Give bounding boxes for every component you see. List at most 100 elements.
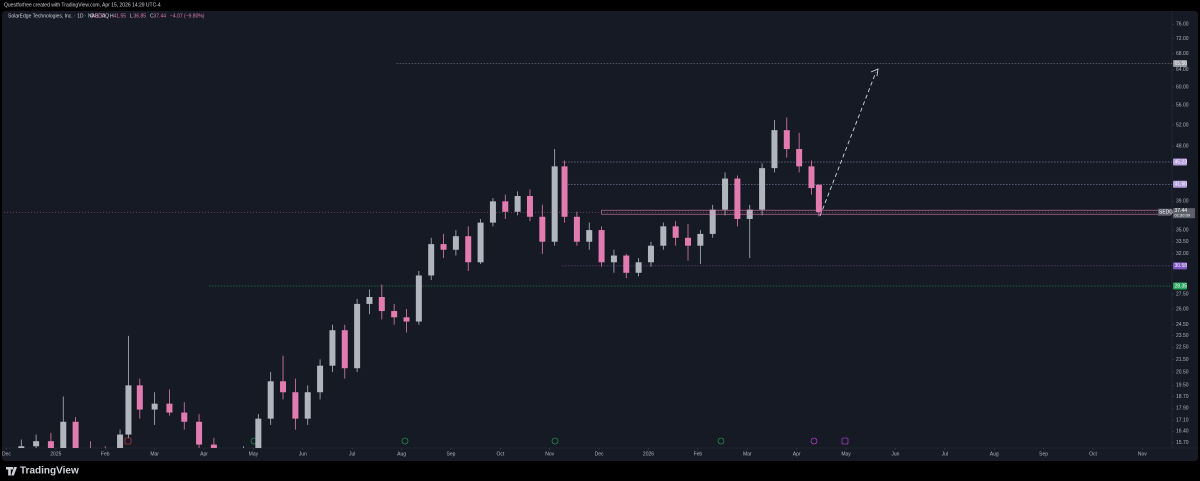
- countdown: 01:30:09: [1175, 212, 1191, 217]
- legend-letter: H: [110, 13, 114, 19]
- candle-body: [391, 311, 398, 318]
- x-tick-label: Dec: [595, 451, 604, 457]
- legend-value: 41.55: [114, 13, 127, 19]
- candle-body: [117, 434, 124, 448]
- y-tick-label: 17.90: [1176, 405, 1189, 411]
- y-tick-label: 23.50: [1176, 333, 1189, 339]
- y-tick-label: 72.00: [1176, 36, 1189, 42]
- candle-body: [672, 226, 679, 238]
- candle-body: [136, 385, 143, 410]
- x-tick-label: 2026: [643, 451, 654, 457]
- candle-body: [660, 226, 667, 246]
- candle-body: [623, 255, 630, 273]
- y-tick-label: 32.00: [1176, 251, 1189, 257]
- x-tick-label: Jul: [942, 451, 948, 457]
- symbol-tag: [1158, 208, 1171, 216]
- candle-body: [815, 184, 822, 213]
- arrow-head: [870, 68, 879, 77]
- price-level-tag: [1173, 180, 1187, 188]
- candle-body: [292, 392, 299, 419]
- y-tick-label: 68.00: [1176, 51, 1189, 57]
- plot: 15.70 16.40 17.10 17.90 18.70 19.50 20.50 21.50…: [2, 22, 1195, 457]
- candle-body: [378, 297, 385, 312]
- candle-body: [734, 178, 741, 219]
- candle-body: [151, 403, 158, 410]
- y-tick-label: 16.40: [1176, 429, 1189, 435]
- legend-value: 36.85: [134, 13, 147, 19]
- y-tick-label: 48.00: [1176, 144, 1189, 150]
- candle-body: [783, 130, 790, 150]
- projection-arrow: [819, 71, 877, 217]
- x-tick-label: Dec: [2, 451, 11, 457]
- y-tick-label: 20.50: [1176, 369, 1189, 375]
- x-tick-label: Jun: [891, 451, 899, 457]
- candle-body: [598, 230, 605, 263]
- credit: Questforfree created with TradingView.co…: [4, 2, 161, 8]
- candle-body: [586, 230, 593, 242]
- price-tag: [1173, 208, 1195, 219]
- x-tick-label: Aug: [397, 451, 406, 457]
- y-tick-label: 17.10: [1176, 418, 1189, 424]
- legend-change: −4.07 (−9.80%): [170, 13, 205, 19]
- brand-logo: [6, 467, 17, 476]
- candle-body: [329, 330, 336, 366]
- legend-value: 41.51: [94, 13, 107, 19]
- price-level-label: 41.60: [1175, 182, 1188, 188]
- x-tick-label: Aug: [990, 451, 999, 457]
- x-tick-label: 2025: [50, 451, 61, 457]
- symbol-label: SEDG: [1159, 210, 1173, 216]
- candle-body: [647, 245, 654, 263]
- x-tick-label: Mar: [743, 451, 752, 457]
- candle-body: [452, 236, 459, 250]
- candle-body: [539, 216, 546, 242]
- y-tick-label: 33.50: [1176, 239, 1189, 245]
- price-level-label: 45.23: [1175, 159, 1188, 165]
- candle-body: [489, 201, 496, 223]
- x-tick-label: Mar: [150, 451, 159, 457]
- x-tick-label: Sep: [446, 451, 455, 457]
- candle-body: [304, 392, 311, 419]
- candle-body: [440, 244, 447, 250]
- legend-letter: O: [90, 13, 94, 19]
- y-tick-label: 76.00: [1176, 22, 1189, 28]
- candle-body: [561, 166, 568, 217]
- x-tick-label: May: [249, 451, 259, 457]
- price-tag-value: 37.44: [1175, 208, 1188, 214]
- candle-body: [526, 195, 533, 217]
- dividend-icon: [124, 437, 132, 445]
- candle-body: [366, 297, 373, 304]
- candle-body: [610, 255, 617, 263]
- candle-body: [465, 236, 472, 263]
- earnings-icon: [401, 437, 409, 445]
- candle-body: [808, 166, 815, 189]
- candle-body: [341, 330, 348, 369]
- candle-body: [210, 444, 217, 448]
- y-tick-label: 18.70: [1176, 394, 1189, 400]
- candle-body: [771, 130, 778, 169]
- x-tick-label: Jun: [299, 451, 307, 457]
- x-tick-label: Oct: [496, 451, 504, 457]
- candle-body: [635, 262, 642, 273]
- candle-body: [317, 365, 324, 393]
- candle-body: [415, 275, 422, 322]
- y-tick-label: 39.00: [1176, 199, 1189, 205]
- y-tick-label: 22.50: [1176, 345, 1189, 351]
- candles: [4, 63, 1172, 448]
- candle-body: [428, 244, 435, 276]
- candle-body: [551, 166, 558, 242]
- y-tick-label: 52.00: [1176, 122, 1189, 128]
- price-level-tag: [1173, 282, 1187, 290]
- x-tick-label: Nov: [1138, 451, 1147, 457]
- y-tick-label: 64.00: [1176, 67, 1189, 73]
- legend-letter: C: [150, 13, 154, 19]
- candle-body: [514, 195, 521, 212]
- candle-body: [255, 418, 262, 448]
- price-level-tag: [1173, 158, 1187, 166]
- x-tick-label: Sep: [1039, 451, 1048, 457]
- x-tick-label: Apr: [793, 451, 801, 457]
- earnings-icon: [810, 437, 818, 445]
- x-tick-label: Apr: [200, 451, 208, 457]
- y-tick-label: 24.50: [1176, 322, 1189, 328]
- y-tick-label: 15.70: [1176, 440, 1189, 446]
- y-tick-label: 19.50: [1176, 383, 1189, 389]
